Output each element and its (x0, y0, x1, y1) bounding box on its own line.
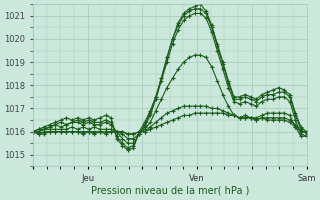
X-axis label: Pression niveau de la mer( hPa ): Pression niveau de la mer( hPa ) (91, 186, 249, 196)
